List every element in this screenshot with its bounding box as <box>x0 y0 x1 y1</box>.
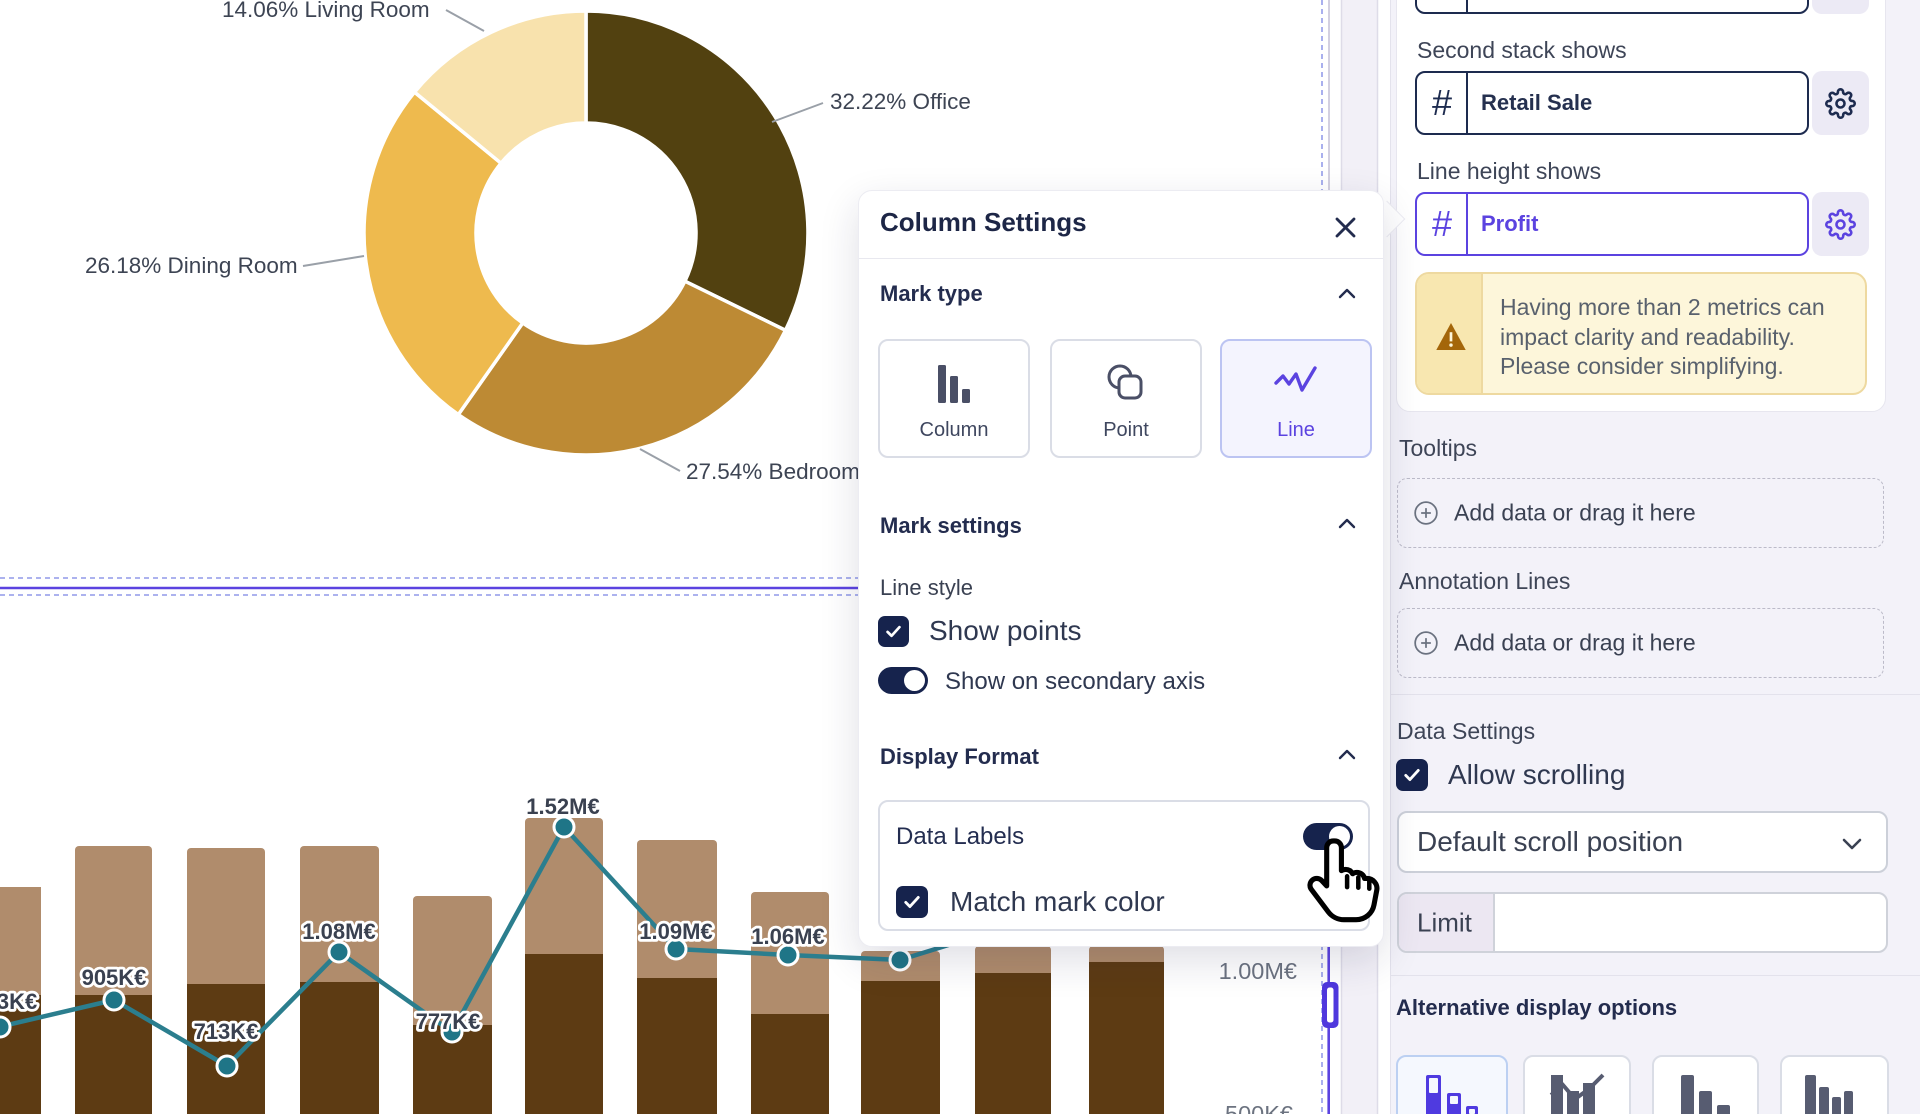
svg-text:777K€: 777K€ <box>416 1009 481 1034</box>
svg-text:3K€: 3K€ <box>0 989 37 1014</box>
svg-text:32.22% Office: 32.22% Office <box>830 89 971 114</box>
svg-text:713K€: 713K€ <box>194 1019 259 1044</box>
svg-text:26.18% Dining Room: 26.18% Dining Room <box>85 253 298 278</box>
svg-text:1.08M€: 1.08M€ <box>302 919 375 944</box>
svg-text:1.52M€: 1.52M€ <box>526 794 599 819</box>
svg-text:905K€: 905K€ <box>82 965 147 990</box>
svg-text:27.54% Bedroom: 27.54% Bedroom <box>686 459 860 484</box>
svg-text:14.06% Living Room: 14.06% Living Room <box>222 0 430 22</box>
svg-text:1.09M€: 1.09M€ <box>639 919 712 944</box>
svg-text:500K€: 500K€ <box>1225 1101 1293 1114</box>
svg-text:1.00M€: 1.00M€ <box>1219 958 1297 984</box>
svg-text:1.06M€: 1.06M€ <box>751 924 824 949</box>
